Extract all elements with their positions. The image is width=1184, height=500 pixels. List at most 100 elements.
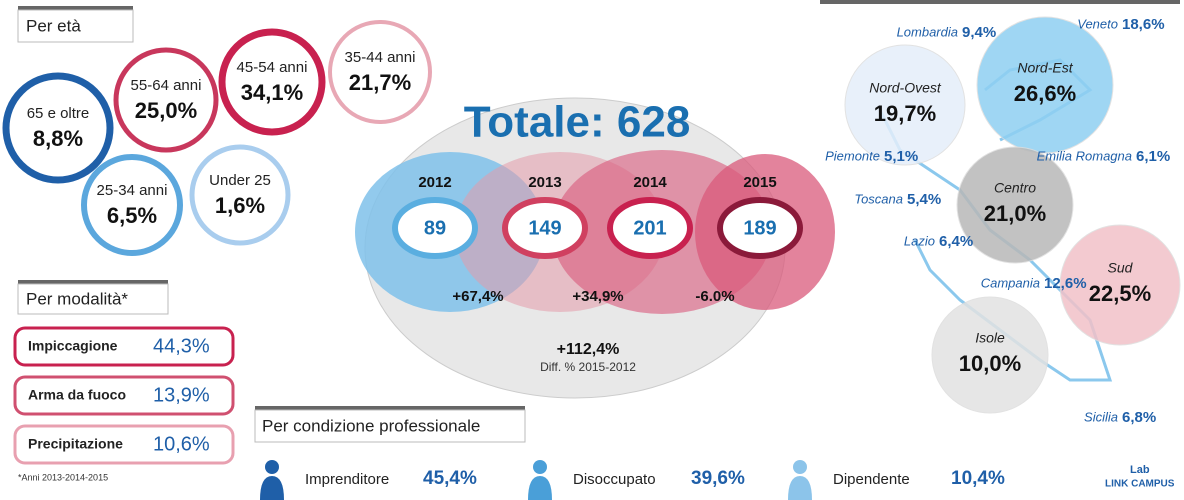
area-label: Sud bbox=[1108, 260, 1134, 276]
year-value: 201 bbox=[633, 217, 666, 239]
person-icon bbox=[260, 476, 284, 500]
person-icon bbox=[788, 476, 812, 500]
year-inner bbox=[607, 197, 693, 259]
age-value: 1,6% bbox=[215, 193, 265, 218]
section-title: Per condizione professionale bbox=[262, 416, 480, 435]
region-label: Lazio bbox=[904, 233, 935, 248]
year-label: 2015 bbox=[743, 174, 776, 191]
age-label: 25-34 anni bbox=[97, 182, 168, 199]
year-value: 189 bbox=[743, 217, 776, 239]
age-circle bbox=[218, 28, 326, 136]
age-label: 35-44 anni bbox=[345, 49, 416, 66]
area-value: 19,7% bbox=[874, 101, 936, 126]
year-value: 89 bbox=[424, 217, 446, 239]
region-value: 5,4% bbox=[907, 191, 941, 208]
total-change: +112,4% bbox=[557, 341, 620, 358]
region-label: Veneto bbox=[1077, 16, 1118, 31]
area-label: Isole bbox=[975, 330, 1005, 346]
area-value: 26,6% bbox=[1014, 81, 1076, 106]
area-circle bbox=[956, 146, 1074, 264]
year-change: +67,4% bbox=[452, 288, 503, 305]
person-icon bbox=[528, 476, 552, 500]
age-value: 34,1% bbox=[241, 80, 303, 105]
year-inner bbox=[717, 197, 803, 259]
header-box bbox=[17, 283, 169, 315]
person-icon bbox=[265, 460, 279, 474]
year-inner bbox=[502, 197, 588, 259]
region-value: 6,4% bbox=[939, 233, 973, 250]
area-value: 10,0% bbox=[959, 351, 1021, 376]
profession-value: 10,4% bbox=[951, 468, 1005, 489]
area-circle bbox=[1059, 224, 1181, 346]
modality-box bbox=[13, 326, 235, 367]
modality-value: 13,9% bbox=[153, 384, 210, 406]
modality-box bbox=[13, 424, 235, 465]
modality-label: Precipitazione bbox=[28, 436, 123, 452]
region-label: Piemonte bbox=[825, 148, 880, 163]
person-icon bbox=[533, 460, 547, 474]
header-bar bbox=[820, 0, 1180, 4]
total-change-note: Diff. % 2015-2012 bbox=[540, 360, 636, 374]
year-label: 2014 bbox=[633, 174, 667, 191]
logo: LINK CAMPUS bbox=[1105, 479, 1175, 490]
age-value: 25,0% bbox=[135, 98, 197, 123]
age-circle bbox=[328, 20, 432, 124]
age-circle bbox=[2, 72, 114, 184]
area-circle bbox=[976, 16, 1114, 154]
section-title: Per età bbox=[26, 16, 81, 35]
area-value: 21,0% bbox=[984, 201, 1046, 226]
modality-box bbox=[13, 375, 235, 416]
modality-value: 10,6% bbox=[153, 433, 210, 455]
region-value: 5,1% bbox=[884, 148, 918, 165]
year-label: 2013 bbox=[528, 174, 561, 191]
modality-label: Arma da fuoco bbox=[28, 387, 126, 403]
age-circle bbox=[113, 47, 219, 153]
year-change: +34,9% bbox=[572, 288, 623, 305]
person-icon bbox=[793, 460, 807, 474]
age-circle bbox=[81, 154, 183, 256]
age-value: 6,5% bbox=[107, 203, 157, 228]
year-inner bbox=[392, 197, 478, 259]
age-label: Under 25 bbox=[209, 172, 271, 189]
age-label: 55-64 anni bbox=[131, 77, 202, 94]
header-box bbox=[254, 409, 526, 443]
modality-value: 44,3% bbox=[153, 335, 210, 357]
region-label: Toscana bbox=[854, 191, 903, 206]
region-value: 12,6% bbox=[1044, 275, 1087, 292]
footnote: *Anni 2013-2014-2015 bbox=[18, 472, 108, 482]
region-value: 9,4% bbox=[962, 24, 996, 41]
year-value: 149 bbox=[528, 217, 561, 239]
area-value: 22,5% bbox=[1089, 281, 1151, 306]
age-value: 21,7% bbox=[349, 70, 411, 95]
area-label: Nord-Ovest bbox=[869, 80, 942, 96]
year-label: 2012 bbox=[418, 174, 451, 191]
profession-label: Imprenditore bbox=[305, 471, 389, 488]
region-value: 18,6% bbox=[1122, 16, 1165, 33]
header-bar bbox=[18, 280, 168, 284]
region-value: 6,1% bbox=[1136, 148, 1170, 165]
area-circle bbox=[844, 44, 966, 166]
profession-label: Disoccupato bbox=[573, 471, 656, 488]
section-title: Per modalità* bbox=[26, 289, 128, 308]
profession-value: 39,6% bbox=[691, 468, 745, 489]
age-circle bbox=[189, 144, 291, 246]
age-value: 8,8% bbox=[33, 126, 83, 151]
region-label: Sicilia bbox=[1084, 409, 1118, 424]
region-label: Lombardia bbox=[897, 24, 958, 39]
header-bar bbox=[18, 6, 133, 10]
area-label: Nord-Est bbox=[1017, 60, 1073, 76]
region-label: Campania bbox=[981, 275, 1040, 290]
header-bar bbox=[255, 406, 525, 410]
profession-value: 45,4% bbox=[423, 468, 477, 489]
profession-label: Dipendente bbox=[833, 471, 910, 488]
age-label: 65 e oltre bbox=[27, 105, 90, 122]
total-title: Totale: 628 bbox=[464, 98, 691, 147]
region-value: 6,8% bbox=[1122, 409, 1156, 426]
area-label: Centro bbox=[994, 180, 1036, 196]
header-box bbox=[17, 9, 134, 43]
logo: Lab bbox=[1130, 464, 1150, 476]
area-circle bbox=[931, 296, 1049, 414]
age-label: 45-54 anni bbox=[237, 59, 308, 76]
year-change: -6.0% bbox=[695, 288, 734, 305]
